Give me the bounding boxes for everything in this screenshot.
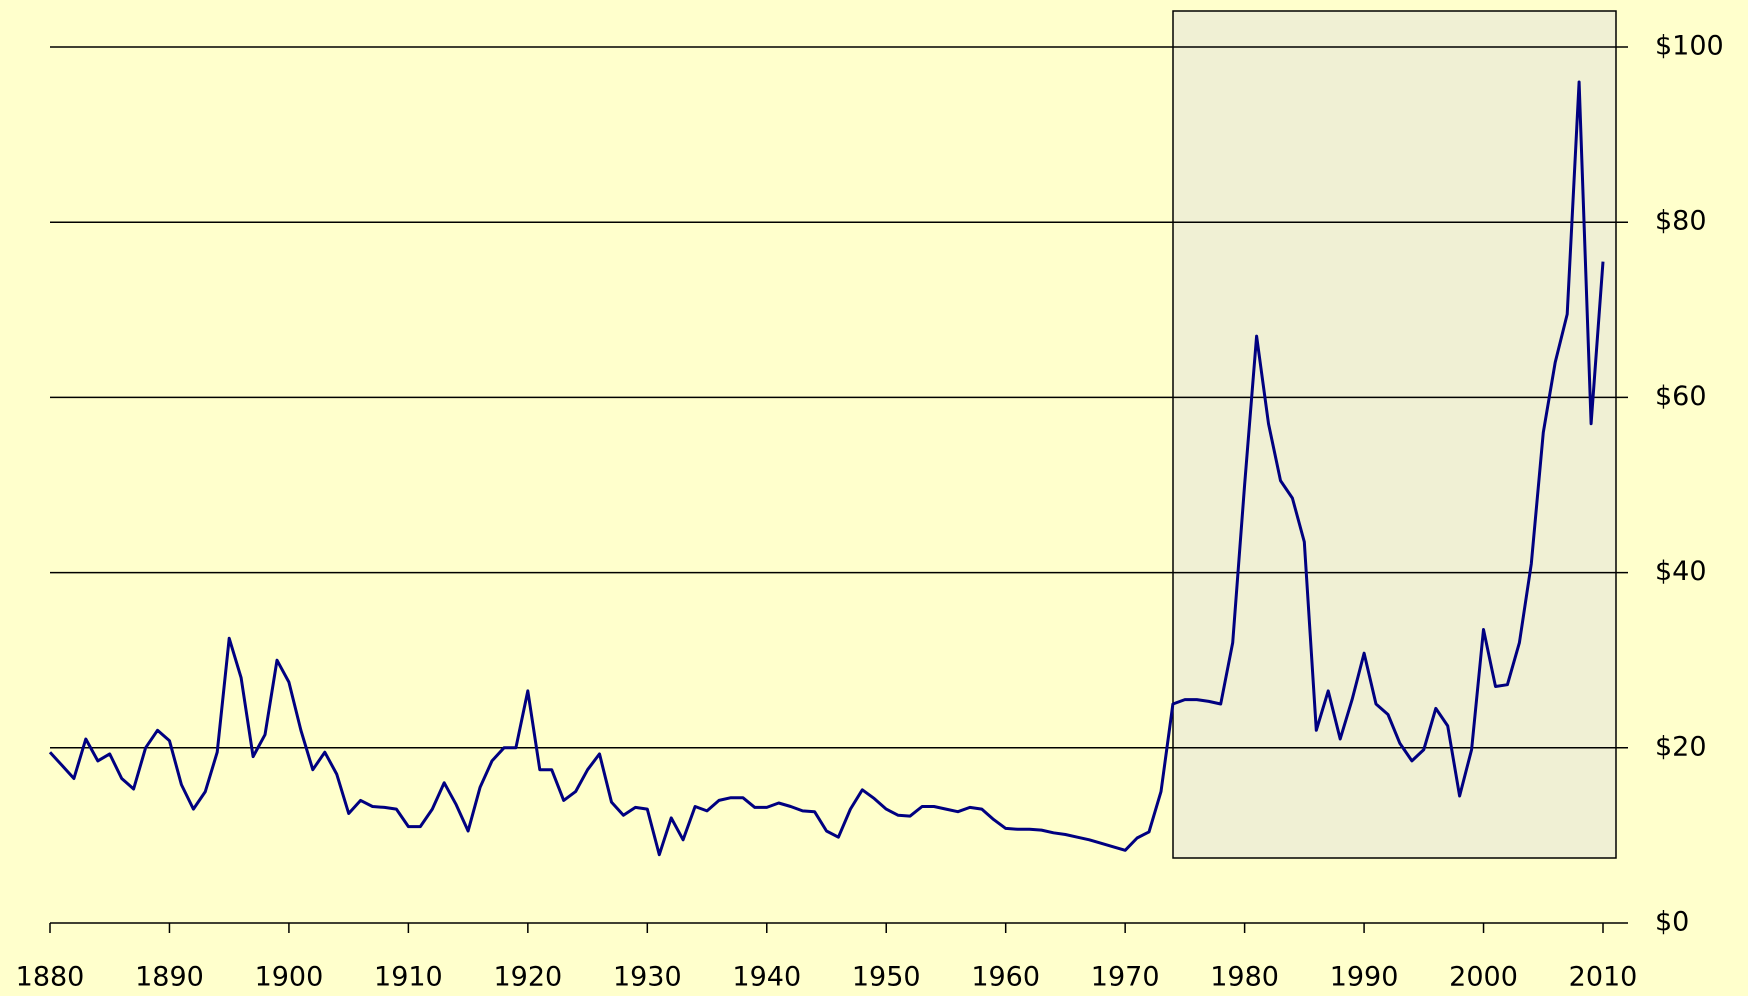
- x-tick-label: 1990: [1330, 962, 1399, 993]
- x-tick-label: 1930: [613, 962, 682, 993]
- x-tick-label: 1960: [971, 962, 1040, 993]
- x-tick-label: 1920: [493, 962, 562, 993]
- x-tick-label: 1910: [374, 962, 443, 993]
- y-tick-label: $80: [1655, 206, 1707, 237]
- x-tick-label: 1880: [16, 962, 85, 993]
- y-tick-label: $40: [1655, 556, 1707, 587]
- x-tick-label: 1900: [255, 962, 324, 993]
- y-tick-label: $20: [1655, 731, 1707, 762]
- y-tick-label: $100: [1655, 31, 1724, 62]
- x-tick-label: 2000: [1449, 962, 1518, 993]
- x-tick-label: 1950: [852, 962, 921, 993]
- x-tick-label: 2010: [1569, 962, 1638, 993]
- x-tick-label: 1940: [732, 962, 801, 993]
- x-tick-label: 1970: [1091, 962, 1160, 993]
- data-line: [48, 80, 1605, 857]
- x-tick-label: 1890: [135, 962, 204, 993]
- y-tick-label: $60: [1655, 381, 1707, 412]
- x-tick-label: 1980: [1210, 962, 1279, 993]
- y-tick-label: $0: [1655, 907, 1689, 938]
